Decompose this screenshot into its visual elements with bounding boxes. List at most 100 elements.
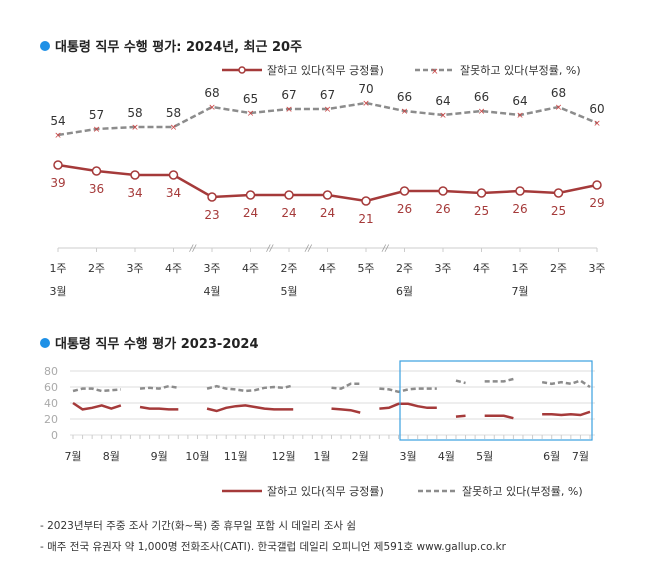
legend-approve-label: 잘하고 있다(직무 긍정률) bbox=[267, 63, 384, 77]
disapprove-line bbox=[331, 382, 361, 390]
disapprove-line bbox=[541, 379, 591, 389]
month-label: 3월 bbox=[49, 285, 66, 298]
legend-disapprove-marker: × bbox=[431, 67, 439, 77]
chart2-title: 대통령 직무 수행 평가 2023-2024 bbox=[40, 333, 259, 352]
disapprove-data-label: 67 bbox=[281, 88, 296, 102]
approve-line bbox=[331, 407, 361, 414]
month-label: 10월 bbox=[185, 450, 209, 463]
disapprove-data-label: 54 bbox=[50, 114, 65, 128]
note-1: - 2023년부터 주중 조사 기간(화~목) 중 휴무일 포함 시 데일리 조… bbox=[40, 520, 357, 532]
disapprove-line bbox=[72, 387, 121, 393]
y-tick-label: 40 bbox=[44, 397, 58, 410]
bullet-icon bbox=[40, 337, 50, 348]
disapprove-data-label: 57 bbox=[89, 108, 104, 122]
approve-marker bbox=[438, 186, 448, 196]
x-tick-label: 3주 bbox=[203, 262, 220, 275]
approve-data-label: 36 bbox=[89, 182, 104, 196]
disapprove-marker: × bbox=[516, 111, 524, 121]
chart1-title-text: 대통령 직무 수행 평가: 2024년, 최근 20주 bbox=[55, 40, 303, 55]
x-tick-label: 4주 bbox=[242, 262, 259, 275]
approve-marker bbox=[361, 196, 371, 206]
disapprove-line bbox=[379, 387, 437, 394]
approve-data-label: 21 bbox=[358, 212, 373, 226]
month-label: 6월 bbox=[543, 450, 560, 463]
x-tick-label: 4주 bbox=[319, 262, 336, 275]
disapprove-marker: × bbox=[247, 109, 255, 119]
approve-marker bbox=[245, 190, 256, 200]
legend-disapprove-label: 잘못하고 있다(부정률, %) bbox=[462, 484, 583, 498]
chart2-title-text: 대통령 직무 수행 평가 2023-2024 bbox=[55, 337, 259, 352]
month-label: 7월 bbox=[511, 285, 528, 298]
x-tick-label: 3주 bbox=[434, 262, 451, 275]
x-tick-label: 2주 bbox=[88, 262, 105, 275]
note-2: - 매주 전국 유권자 약 1,000명 전화조사(CATI). 한국갤럽 데일… bbox=[40, 541, 506, 553]
disapprove-line bbox=[206, 384, 294, 393]
disapprove-line bbox=[455, 379, 466, 385]
approve-marker bbox=[476, 188, 487, 198]
x-tick-label: 4주 bbox=[165, 262, 182, 275]
y-tick-label: 20 bbox=[44, 413, 58, 426]
approve-data-label: 25 bbox=[474, 204, 489, 218]
disapprove-marker: × bbox=[555, 103, 563, 113]
y-tick-label: 80 bbox=[44, 365, 58, 378]
approve-line bbox=[72, 401, 122, 411]
approve-line bbox=[455, 414, 466, 418]
legend-approve-label: 잘하고 있다(직무 긍정률) bbox=[267, 484, 384, 498]
approve-data-label: 24 bbox=[243, 206, 258, 220]
approve-marker bbox=[91, 166, 102, 176]
month-label: 5월 bbox=[476, 450, 493, 463]
x-tick-label: 4주 bbox=[473, 262, 490, 275]
month-label: 1월 bbox=[313, 450, 330, 463]
disapprove-data-label: 58 bbox=[166, 106, 181, 120]
disapprove-data-label: 66 bbox=[474, 90, 489, 104]
legend-disapprove-label: 잘못하고 있다(부정률, %) bbox=[460, 63, 581, 77]
x-tick-label: 1주 bbox=[511, 262, 528, 275]
disapprove-data-label: 66 bbox=[397, 90, 412, 104]
disapprove-data-label: 58 bbox=[127, 106, 142, 120]
approve-data-label: 25 bbox=[551, 204, 566, 218]
month-label: 3월 bbox=[400, 450, 417, 463]
disapprove-marker: × bbox=[170, 123, 178, 133]
disapprove-marker: × bbox=[93, 125, 101, 135]
axis-break-mark: // bbox=[266, 244, 274, 254]
disapprove-marker: × bbox=[401, 107, 409, 117]
month-label: 9월 bbox=[151, 450, 168, 463]
disapprove-marker: × bbox=[324, 105, 332, 115]
disapprove-data-label: 65 bbox=[243, 92, 258, 106]
x-tick-label: 2주 bbox=[396, 262, 413, 275]
recent-20-weeks-highlight bbox=[399, 360, 593, 441]
disapprove-marker: × bbox=[285, 105, 293, 115]
approve-data-label: 26 bbox=[397, 202, 412, 216]
approve-marker bbox=[53, 160, 63, 170]
month-label: 11월 bbox=[224, 450, 248, 463]
approve-data-label: 29 bbox=[589, 196, 604, 210]
y-tick-label: 0 bbox=[51, 429, 58, 442]
x-tick-label: 2주 bbox=[550, 262, 567, 275]
approve-marker bbox=[168, 170, 179, 180]
bullet-icon bbox=[40, 40, 50, 51]
approve-marker bbox=[515, 186, 525, 196]
disapprove-line bbox=[484, 377, 514, 383]
chart1-title: 대통령 직무 수행 평가: 2024년, 최근 20주 bbox=[40, 36, 302, 55]
disapprove-line bbox=[139, 384, 179, 390]
approve-marker bbox=[207, 192, 217, 202]
approve-line bbox=[206, 404, 294, 413]
approve-data-label: 34 bbox=[166, 186, 181, 200]
axis-break-mark: // bbox=[304, 244, 312, 254]
month-label: 2월 bbox=[352, 450, 369, 463]
disapprove-data-label: 70 bbox=[358, 82, 373, 96]
disapprove-data-label: 67 bbox=[320, 88, 335, 102]
month-label: 8월 bbox=[103, 450, 120, 463]
approve-marker bbox=[284, 190, 294, 200]
disapprove-line bbox=[57, 101, 598, 137]
approve-marker bbox=[553, 188, 564, 198]
disapprove-marker: × bbox=[54, 131, 62, 141]
x-tick-label: 3주 bbox=[588, 262, 605, 275]
approve-data-label: 26 bbox=[435, 202, 450, 216]
approve-marker bbox=[592, 180, 602, 190]
axis-break-mark: // bbox=[381, 244, 389, 254]
disapprove-marker: × bbox=[131, 123, 139, 133]
axis-break-mark: // bbox=[189, 244, 197, 254]
month-label: 4월 bbox=[438, 450, 455, 463]
